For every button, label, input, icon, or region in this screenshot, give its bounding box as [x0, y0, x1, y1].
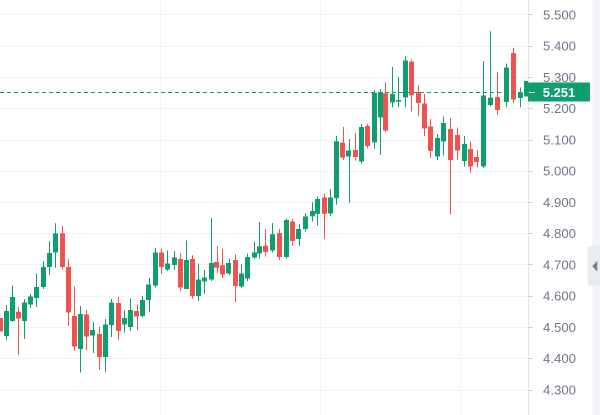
svg-text:5.200: 5.200 [543, 101, 576, 116]
svg-text:4.900: 4.900 [543, 195, 576, 210]
svg-text:4.600: 4.600 [543, 289, 576, 304]
svg-text:4.500: 4.500 [543, 320, 576, 335]
svg-text:4.400: 4.400 [543, 351, 576, 366]
svg-text:5.251: 5.251 [543, 85, 576, 100]
svg-text:5.000: 5.000 [543, 164, 576, 179]
svg-text:4.700: 4.700 [543, 257, 576, 272]
svg-text:4.300: 4.300 [543, 382, 576, 397]
svg-text:4.800: 4.800 [543, 226, 576, 241]
svg-text:5.400: 5.400 [543, 39, 576, 54]
svg-text:5.300: 5.300 [543, 70, 576, 85]
svg-text:5.100: 5.100 [543, 132, 576, 147]
svg-text:5.500: 5.500 [543, 7, 576, 22]
